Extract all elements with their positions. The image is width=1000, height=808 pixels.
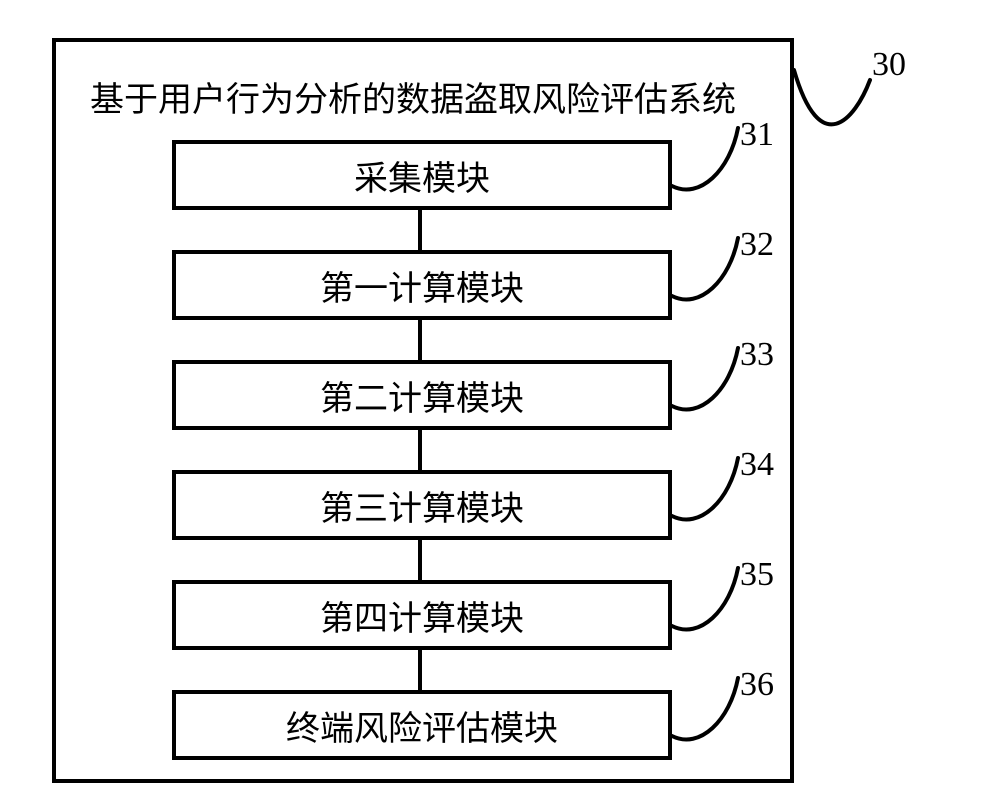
- callout-number-36: 36: [740, 666, 774, 704]
- callout-curve-36: [0, 0, 1000, 808]
